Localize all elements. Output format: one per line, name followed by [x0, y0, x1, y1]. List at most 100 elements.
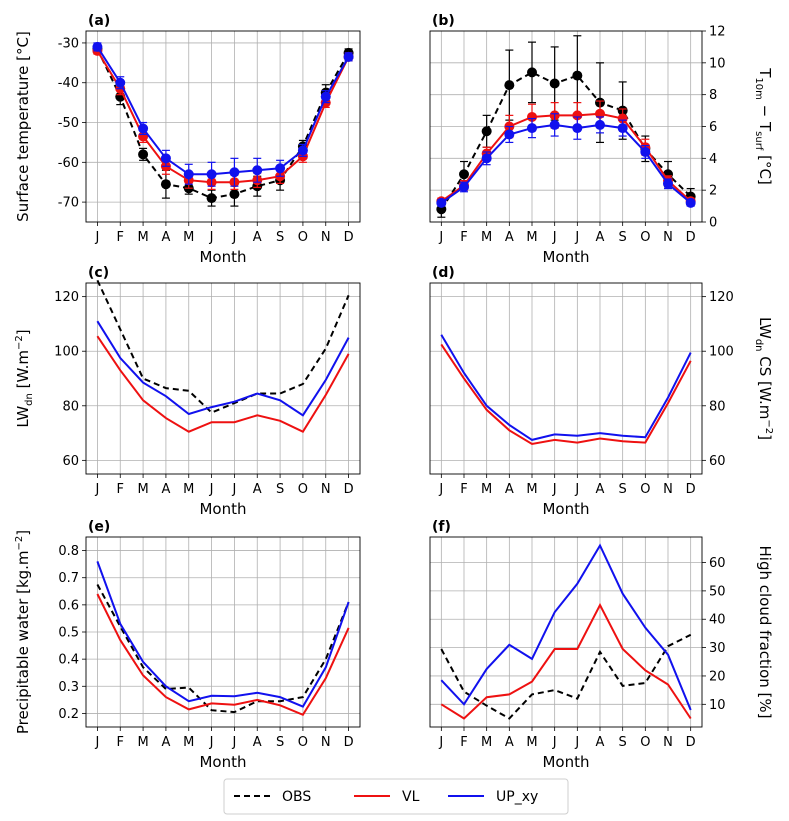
- x-tick-label-0: J: [94, 735, 99, 750]
- x-axis-label: Month: [199, 248, 246, 266]
- marker-6: [572, 110, 583, 121]
- x-tick-label-8: S: [619, 230, 627, 245]
- x-tick-label-1: F: [460, 230, 467, 245]
- marker-6: [229, 189, 240, 200]
- x-tick-label-4: M: [526, 230, 537, 245]
- series-vl: [440, 343, 692, 446]
- x-tick-label-5: J: [209, 482, 214, 497]
- x-tick-label-7: A: [253, 482, 262, 497]
- y-tick-label-0: 0.2: [58, 707, 79, 722]
- x-tick-label-0: J: [94, 482, 99, 497]
- y-axis-label: High cloud fraction [%]: [756, 546, 774, 719]
- legend-label-vl: VL: [402, 789, 420, 805]
- x-tick-label-9: O: [640, 230, 650, 245]
- x-tick-label-4: M: [526, 735, 537, 750]
- x-tick-label-9: O: [298, 482, 308, 497]
- marker-8: [617, 123, 628, 134]
- marker-6: [229, 167, 240, 178]
- x-tick-label-11: D: [686, 735, 696, 750]
- line-up_xy: [96, 46, 350, 176]
- x-tick-label-8: S: [619, 482, 627, 497]
- panels-layer: J F M A M J J A S O N D-30-40-50-60-70(a)MonthSurfa…: [14, 13, 774, 771]
- x-tick-label-9: O: [640, 735, 650, 750]
- y-axis-label: Precipitable water [kg.m−2]: [14, 530, 32, 734]
- x-tick-label-9: O: [298, 230, 308, 245]
- ylabel-main: LW: [756, 317, 774, 339]
- marker-8: [275, 163, 286, 174]
- y-tick-label-2: 0.4: [58, 653, 79, 668]
- marker-2: [481, 153, 492, 164]
- marker-4: [527, 123, 537, 134]
- x-tick-label-4: M: [183, 230, 194, 245]
- x-tick-label-2: M: [137, 230, 148, 245]
- marker-2: [138, 149, 149, 160]
- x-tick-label-6: J: [231, 230, 236, 245]
- marker-6: [572, 123, 583, 134]
- x-tick-label-11: D: [344, 230, 354, 245]
- y-tick-label-4: 8: [709, 88, 717, 103]
- marker-2: [481, 126, 492, 137]
- x-tick-label-11: D: [686, 230, 696, 245]
- line-vl: [96, 335, 350, 433]
- panel-label: (d): [432, 265, 455, 281]
- y-tick-label-1: 80: [62, 399, 79, 414]
- x-tick-label-3: A: [161, 230, 170, 245]
- axes-frame: [429, 282, 703, 475]
- legend-label-obs: OBS: [282, 789, 311, 805]
- axes-frame: [85, 30, 361, 223]
- marker-5: [549, 119, 560, 130]
- y-tick-label-3: 120: [54, 290, 79, 305]
- y-tick-label-1: 0.3: [58, 680, 79, 695]
- marker-11: [343, 51, 354, 62]
- y-tick-label-5: 0.7: [58, 571, 79, 586]
- ylabel-mid: [W.m: [14, 350, 32, 393]
- panel-label: (b): [432, 13, 455, 29]
- marker-2: [138, 123, 149, 134]
- series-up_xy: [96, 561, 350, 708]
- y-tick-label-1: 2: [709, 184, 717, 199]
- y-tick-label-2: 30: [709, 641, 726, 656]
- x-tick-label-1: F: [117, 735, 124, 750]
- x-tick-label-10: N: [663, 230, 673, 245]
- line-up_xy: [440, 543, 692, 711]
- x-tick-label-0: J: [438, 230, 443, 245]
- legend-frame: [223, 778, 569, 815]
- x-tick-label-10: N: [321, 735, 331, 750]
- legend: OBS VL UP_xy: [223, 778, 569, 815]
- x-tick-label-7: A: [596, 735, 605, 750]
- y-tick-label-2: 4: [709, 152, 717, 167]
- x-tick-label-11: D: [344, 735, 354, 750]
- y-tick-label-0: 60: [709, 454, 726, 469]
- ylabel-sub: dn: [24, 393, 35, 406]
- y-tick-label-0: 60: [62, 454, 79, 469]
- x-tick-label-3: A: [505, 230, 514, 245]
- axes-frame: [429, 30, 703, 223]
- ylabel-sup: −2: [14, 536, 25, 551]
- x-tick-label-5: J: [552, 230, 557, 245]
- ylabel-tail: ]: [756, 434, 774, 440]
- y-axis-label: LWdn [W.m−2]: [14, 329, 35, 427]
- x-tick-label-1: F: [460, 482, 467, 497]
- x-tick-label-7: A: [253, 230, 262, 245]
- line-up_xy: [440, 334, 692, 441]
- ylabel-sub: dn: [753, 339, 764, 352]
- series-up_xy: [440, 334, 692, 441]
- ylabel-tail: ]: [14, 329, 32, 335]
- x-tick-label-5: J: [552, 482, 557, 497]
- line-obs: [440, 71, 692, 210]
- x-tick-label-4: M: [183, 735, 194, 750]
- ylabel-sup: −2: [14, 335, 25, 350]
- y-tick-label-3: -60: [58, 156, 79, 171]
- panel-label: (a): [88, 13, 110, 29]
- x-tick-label-0: J: [438, 735, 443, 750]
- panel-label: (f): [432, 519, 451, 535]
- x-tick-label-3: A: [161, 735, 170, 750]
- y-tick-label-6: 12: [709, 25, 726, 40]
- legend-label-upxy: UP_xy: [496, 789, 538, 805]
- marker-4: [527, 111, 537, 122]
- y-tick-label-1: 80: [709, 399, 726, 414]
- marker-6: [572, 70, 583, 81]
- ylabel-mid: CS [W.m: [756, 352, 774, 420]
- y-tick-label-3: 6: [709, 120, 717, 135]
